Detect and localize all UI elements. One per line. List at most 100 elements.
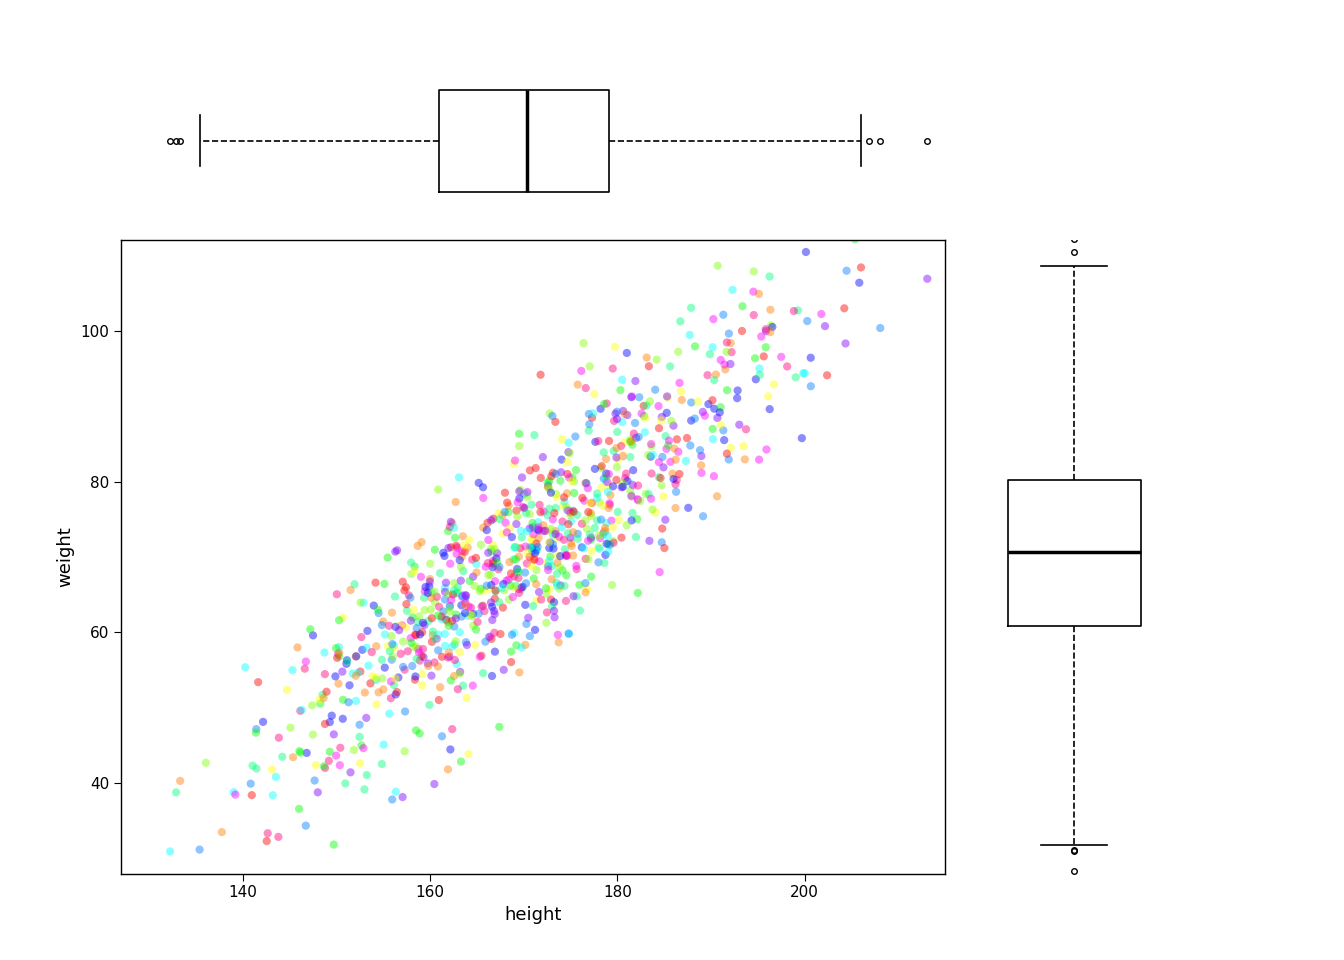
Point [566, 507, 587, 522]
Point [528, 530, 550, 545]
Point [680, 438, 702, 453]
Point [523, 519, 544, 535]
Point [519, 463, 540, 478]
Point [403, 602, 425, 617]
Point [707, 258, 728, 274]
Point [497, 572, 519, 588]
Point [536, 605, 558, 620]
Point [325, 640, 347, 656]
Point [456, 690, 477, 706]
Point [380, 690, 402, 706]
Point [323, 837, 344, 852]
Point [661, 413, 683, 428]
Point [434, 548, 456, 564]
Point [641, 502, 663, 517]
Point [414, 590, 435, 606]
Point [470, 581, 492, 596]
Point [384, 588, 406, 604]
Point [575, 380, 597, 396]
Point [449, 666, 470, 682]
Point [296, 818, 317, 833]
Point [606, 441, 628, 456]
Point [469, 649, 491, 664]
Point [547, 627, 569, 642]
Point [508, 549, 530, 564]
Point [621, 513, 642, 528]
Point [401, 636, 422, 651]
Point [484, 541, 505, 557]
Point [538, 535, 559, 550]
Point [454, 597, 476, 612]
Point [267, 829, 289, 845]
Point [437, 761, 458, 777]
Point [356, 767, 378, 782]
Point [758, 389, 780, 404]
Point [360, 676, 382, 691]
Point [481, 543, 503, 559]
Point [816, 368, 837, 383]
Point [453, 588, 474, 604]
Point [446, 657, 468, 672]
Point [501, 627, 523, 642]
Point [531, 591, 552, 607]
Point [567, 377, 589, 393]
Point [722, 282, 743, 298]
Point [546, 575, 567, 590]
Point [349, 595, 371, 611]
Point [716, 382, 738, 397]
Point [419, 574, 441, 589]
Point [509, 540, 531, 556]
Point [595, 473, 617, 489]
Point [482, 537, 504, 552]
Point [640, 437, 661, 452]
Point [362, 669, 383, 684]
Point [496, 573, 517, 588]
Point [382, 636, 403, 652]
Point [410, 627, 431, 642]
Point [462, 678, 484, 693]
Point [489, 560, 511, 575]
Point [371, 756, 392, 772]
Point [532, 523, 554, 539]
Point [512, 579, 534, 594]
Point [743, 307, 765, 323]
Point [508, 664, 530, 680]
Point [694, 408, 715, 423]
Point [505, 637, 527, 653]
Point [526, 536, 547, 551]
Point [554, 578, 575, 593]
Point [504, 453, 526, 468]
Point [329, 757, 351, 773]
Point [629, 390, 650, 405]
Point [246, 722, 267, 737]
Point [613, 447, 634, 463]
Point [511, 639, 532, 655]
Point [649, 564, 671, 580]
Point [493, 583, 515, 598]
Point [497, 505, 519, 520]
Point [374, 660, 395, 675]
Point [620, 432, 641, 447]
Point [473, 491, 495, 506]
Point [622, 505, 644, 520]
Point [539, 406, 560, 421]
Point [668, 444, 689, 460]
Point [526, 563, 547, 578]
Point [439, 556, 461, 571]
Point [336, 654, 358, 669]
Point [634, 424, 656, 440]
Point [362, 644, 383, 660]
Point [519, 540, 540, 555]
Point [560, 514, 582, 529]
Point [367, 602, 388, 617]
Point [633, 398, 655, 414]
Point [328, 645, 349, 660]
Point [449, 625, 470, 640]
Point [593, 525, 614, 540]
Point [411, 624, 433, 639]
Point [734, 452, 755, 468]
Point [242, 758, 263, 774]
Point [547, 547, 569, 563]
Point [532, 517, 554, 533]
Point [383, 640, 405, 656]
